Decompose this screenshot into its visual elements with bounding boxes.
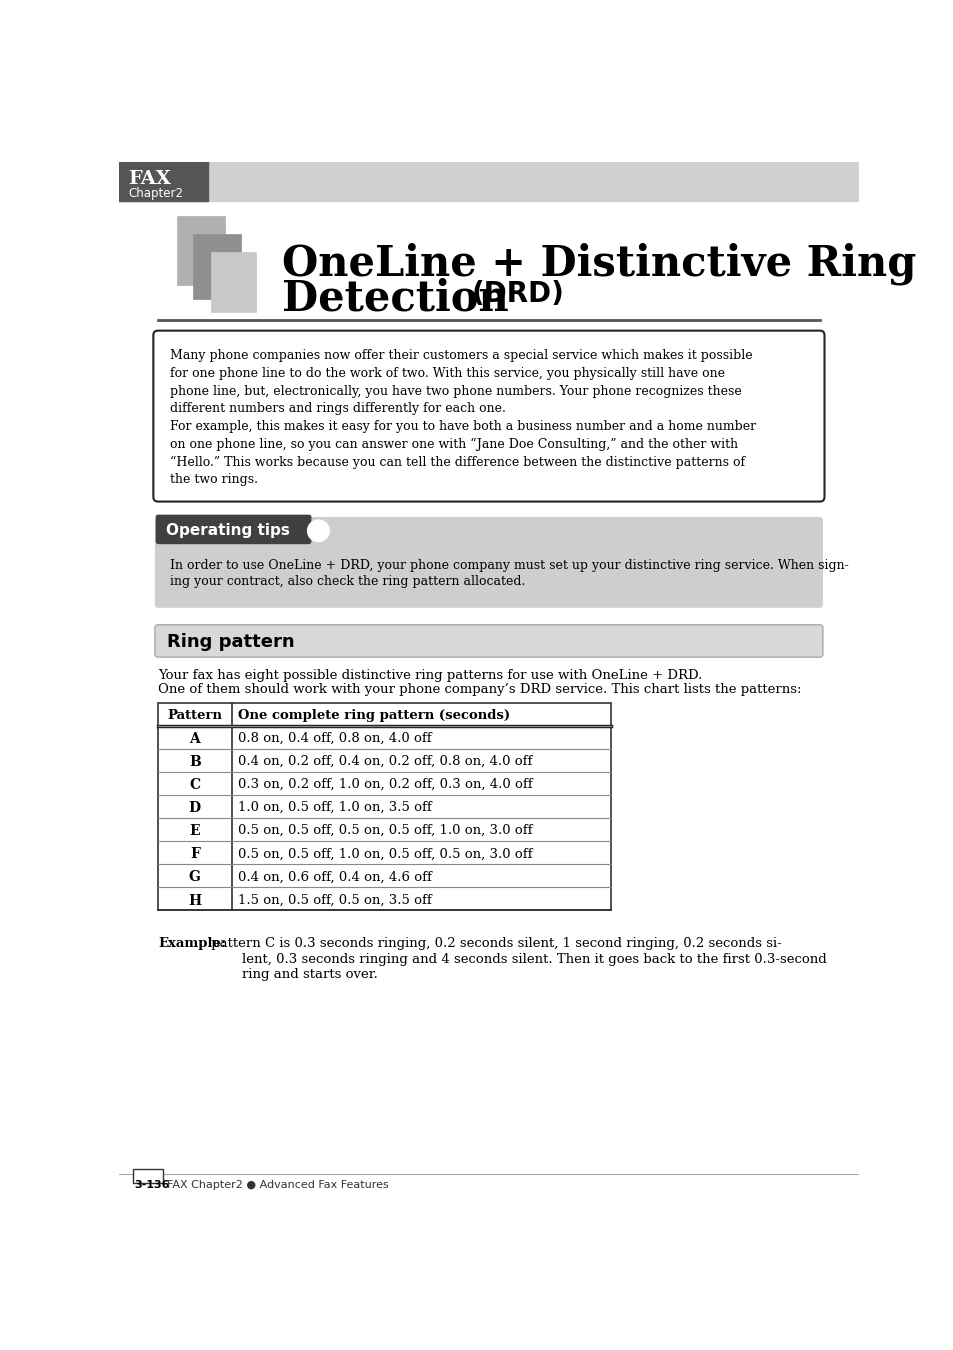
Bar (193, 234, 241, 300)
Text: ring and starts over.: ring and starts over. (241, 968, 377, 981)
Bar (158, 532, 309, 543)
Text: 0.3 on, 0.2 off, 1.0 on, 0.2 off, 0.3 on, 4.0 off: 0.3 on, 0.2 off, 1.0 on, 0.2 off, 0.3 on… (237, 778, 532, 791)
Text: E: E (190, 825, 200, 838)
FancyBboxPatch shape (155, 514, 311, 544)
Text: For example, this makes it easy for you to have both a business number and a hom: For example, this makes it easy for you … (170, 420, 755, 433)
Text: “Hello.” This works because you can tell the difference between the distinctive : “Hello.” This works because you can tell… (170, 455, 744, 468)
Text: One complete ring pattern (seconds): One complete ring pattern (seconds) (237, 709, 510, 722)
Text: In order to use OneLine + DRD, your phone company must set up your distinctive r: In order to use OneLine + DRD, your phon… (170, 559, 847, 571)
Text: OneLine + Distinctive Ring: OneLine + Distinctive Ring (282, 243, 916, 285)
Text: 0.5 on, 0.5 off, 1.0 on, 0.5 off, 0.5 on, 3.0 off: 0.5 on, 0.5 off, 1.0 on, 0.5 off, 0.5 on… (237, 848, 532, 860)
Text: C: C (189, 778, 200, 792)
Text: 0.8 on, 0.4 off, 0.8 on, 4.0 off: 0.8 on, 0.4 off, 0.8 on, 4.0 off (237, 732, 431, 745)
Text: Many phone companies now offer their customers a special service which makes it : Many phone companies now offer their cus… (170, 350, 752, 362)
Text: FAX: FAX (129, 170, 172, 188)
Text: phone line, but, electronically, you have two phone numbers. Your phone recogniz: phone line, but, electronically, you hav… (170, 385, 740, 397)
Text: FAX Chapter2 ● Advanced Fax Features: FAX Chapter2 ● Advanced Fax Features (167, 1180, 389, 1189)
Text: D: D (189, 801, 201, 815)
Text: Detection: Detection (282, 278, 522, 320)
FancyBboxPatch shape (153, 331, 823, 502)
Text: H: H (188, 894, 201, 907)
Bar (133, 1169, 162, 1183)
Text: the two rings.: the two rings. (170, 472, 257, 486)
Text: for one phone line to do the work of two. With this service, you physically stil: for one phone line to do the work of two… (170, 367, 724, 379)
FancyBboxPatch shape (154, 517, 822, 608)
Text: 0.5 on, 0.5 off, 0.5 on, 0.5 off, 1.0 on, 3.0 off: 0.5 on, 0.5 off, 0.5 on, 0.5 off, 1.0 on… (237, 825, 532, 837)
Text: Example:: Example: (158, 937, 226, 950)
Text: 0.4 on, 0.6 off, 0.4 on, 4.6 off: 0.4 on, 0.6 off, 0.4 on, 4.6 off (237, 871, 432, 883)
Text: ing your contract, also check the ring pattern allocated.: ing your contract, also check the ring p… (170, 575, 524, 589)
Text: on one phone line, so you can answer one with “Jane Doe Consulting,” and the oth: on one phone line, so you can answer one… (170, 437, 737, 451)
Bar (119, 162, 208, 201)
Text: Pattern: Pattern (167, 709, 222, 722)
Bar (158, 702, 611, 910)
Bar (177, 216, 225, 285)
Text: Ring pattern: Ring pattern (167, 633, 294, 651)
Bar (211, 252, 255, 312)
Text: B: B (189, 755, 200, 770)
Text: G: G (189, 871, 200, 884)
Circle shape (307, 520, 329, 541)
Text: (DRD): (DRD) (472, 279, 564, 308)
Text: lent, 0.3 seconds ringing and 4 seconds silent. Then it goes back to the first 0: lent, 0.3 seconds ringing and 4 seconds … (241, 953, 825, 965)
Text: Chapter2: Chapter2 (129, 186, 183, 200)
Text: A: A (190, 732, 200, 745)
Text: 0.4 on, 0.2 off, 0.4 on, 0.2 off, 0.8 on, 4.0 off: 0.4 on, 0.2 off, 0.4 on, 0.2 off, 0.8 on… (237, 755, 532, 768)
Text: Your fax has eight possible distinctive ring patterns for use with OneLine + DRD: Your fax has eight possible distinctive … (158, 668, 701, 682)
Text: pattern C is 0.3 seconds ringing, 0.2 seconds silent, 1 second ringing, 0.2 seco: pattern C is 0.3 seconds ringing, 0.2 se… (207, 937, 781, 950)
Text: Operating tips: Operating tips (166, 524, 290, 539)
Text: 1.5 on, 0.5 off, 0.5 on, 3.5 off: 1.5 on, 0.5 off, 0.5 on, 3.5 off (237, 894, 431, 906)
Text: F: F (190, 848, 199, 861)
Bar (119, 162, 858, 201)
Text: 3-136: 3-136 (134, 1180, 170, 1189)
Text: 1.0 on, 0.5 off, 1.0 on, 3.5 off: 1.0 on, 0.5 off, 1.0 on, 3.5 off (237, 801, 431, 814)
Text: One of them should work with your phone company’s DRD service. This chart lists : One of them should work with your phone … (158, 683, 801, 697)
FancyBboxPatch shape (154, 625, 822, 657)
Text: different numbers and rings differently for each one.: different numbers and rings differently … (170, 402, 505, 416)
